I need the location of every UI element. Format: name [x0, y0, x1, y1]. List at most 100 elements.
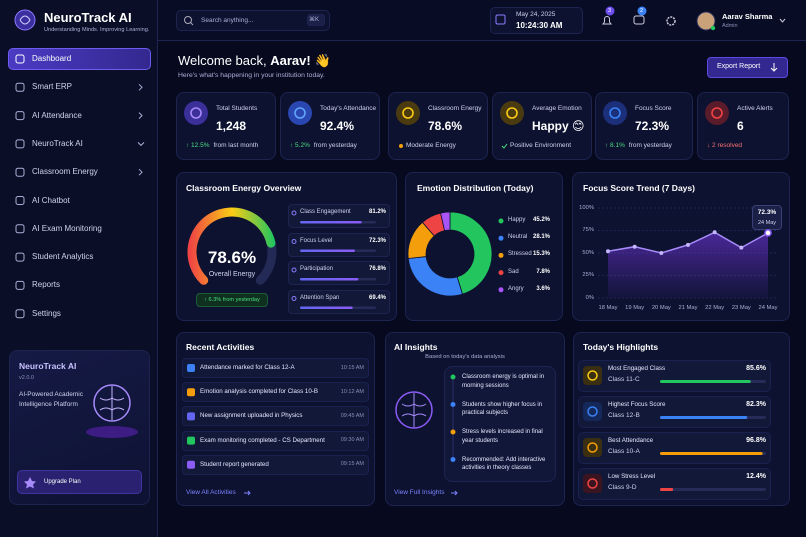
legend-dot: [498, 287, 504, 293]
y-tick-label: 0%: [585, 294, 594, 301]
trend-point: [606, 249, 610, 254]
metric-icon: [291, 267, 297, 273]
nav-item[interactable]: AI Exam Monitoring: [32, 223, 102, 233]
highlight-icon: [587, 370, 598, 381]
metric-icon: [291, 239, 297, 244]
panel-title: Emotion Distribution (Today): [417, 183, 534, 193]
export-button[interactable]: [707, 57, 788, 78]
nav-icon: [15, 54, 25, 64]
gauge-change-pill: [196, 293, 268, 307]
metric-value: 76.8%: [368, 266, 386, 272]
view-link[interactable]: View Full Insights: [394, 489, 445, 496]
panel-title: Today's Highlights: [583, 342, 659, 352]
trend-point: [686, 242, 690, 247]
note-dot: [399, 144, 403, 148]
activity-time: 09:30 AM: [340, 437, 364, 444]
upgrade-label[interactable]: Upgrade Plan: [44, 479, 81, 485]
upgrade-icon: [24, 477, 36, 489]
link-arrow[interactable]: [451, 490, 458, 496]
highlight-icon: [587, 478, 598, 489]
x-tick-label: 19 May: [625, 305, 645, 311]
nav-icon: [15, 224, 25, 234]
shortcut-label: ⌘K: [309, 16, 320, 23]
search-placeholder[interactable]: Search anything...: [201, 17, 254, 24]
promo-version: v2.0.0: [19, 375, 34, 381]
date: May 24, 2025: [516, 11, 556, 18]
messages-icon[interactable]: [633, 15, 645, 25]
donut-slice: [440, 211, 451, 232]
stat-icon: [190, 107, 202, 119]
avatar[interactable]: [696, 11, 716, 31]
highlight-bar: [660, 488, 674, 491]
gauge-label: 78.6%: [207, 248, 257, 267]
legend-dot: [498, 252, 504, 258]
stat-label: Average Emotion: [532, 105, 582, 112]
stat-label: Total Students: [216, 105, 258, 112]
settings-icon[interactable]: [666, 16, 676, 26]
metric-row: [288, 204, 390, 228]
activity-text: Emotion analysis completed for Class 10-…: [200, 388, 318, 396]
activity-text: Attendance marked for Class 12-A: [200, 364, 295, 371]
calendar-icon: [495, 14, 506, 25]
activity-icon: [187, 436, 195, 445]
metric-name: Attention Span: [300, 294, 340, 301]
welcome-emoji: 👋: [314, 53, 331, 68]
view-link[interactable]: View All Activities: [186, 489, 236, 496]
user-menu-chevron[interactable]: [779, 18, 786, 23]
x-tick-label: 22 May: [705, 305, 725, 311]
legend-value: 45.2%: [532, 217, 550, 223]
stat-note: from yesterday: [313, 142, 357, 149]
metric-bar: [300, 306, 353, 309]
insight-dot: [450, 429, 456, 435]
link-arrow[interactable]: [244, 490, 251, 496]
stat-icon-bg: [184, 101, 208, 125]
stat-icon-bg: [705, 101, 729, 125]
insight-text: Students show higher focus in practical …: [462, 401, 543, 417]
nav-item[interactable]: AI Chatbot: [32, 195, 70, 205]
highlight-value: 85.6%: [746, 365, 766, 372]
messages-count: 2: [640, 7, 644, 14]
activity-icon: [187, 460, 195, 469]
activity-text: New assignment uploaded in Physics: [200, 412, 303, 420]
nav-active[interactable]: [8, 48, 151, 70]
stat-value: 92.4%: [320, 119, 355, 133]
highlight-label: Low Stress Level: [608, 473, 656, 480]
nav-chevron: [137, 142, 145, 147]
upgrade-button[interactable]: [17, 470, 142, 494]
stat-icon: [402, 107, 414, 119]
trend-area: [608, 232, 768, 298]
highlight-class: Class 12-B: [608, 412, 640, 419]
stat-icon-bg: [288, 101, 312, 125]
nav-item[interactable]: Dashboard: [32, 54, 72, 63]
nav-icon: [15, 309, 25, 319]
stat-label: Classroom Energy: [428, 105, 482, 112]
legend-dot: [498, 218, 504, 224]
highlight-bar: [660, 452, 763, 455]
activity-text: Exam monitoring completed - CS Departmen…: [200, 436, 325, 444]
insight-text: Classroom energy is optimal in morning s…: [462, 374, 545, 389]
nav-item[interactable]: Reports: [32, 280, 61, 290]
stat-icon: [294, 107, 306, 119]
highlight-icon-bg: [583, 402, 602, 421]
promo-title: NeuroTrack AI: [19, 361, 77, 371]
panel-title: Focus Score Trend (7 Days): [583, 183, 695, 193]
nav-item[interactable]: Settings: [32, 308, 61, 318]
y-tick-label: 25%: [582, 272, 594, 278]
nav-chevron: [138, 112, 143, 119]
search-box[interactable]: [176, 10, 330, 31]
insight-dot: [450, 374, 456, 380]
nav-icon: [15, 196, 25, 205]
stat-icon: [609, 107, 621, 119]
shortcut-key: [307, 14, 325, 26]
legend-label: Sad: [508, 268, 519, 275]
nav-item[interactable]: AI Attendance: [32, 110, 82, 120]
bell-icon[interactable]: [602, 16, 612, 25]
nav-item[interactable]: Classroom Energy: [32, 167, 98, 177]
export-label[interactable]: Export Report: [717, 63, 761, 70]
stat-value: Happy 😊: [532, 119, 585, 133]
activity-row: [182, 358, 369, 378]
trend-point: [659, 251, 664, 255]
nav-item[interactable]: NeuroTrack AI: [32, 138, 83, 148]
nav-item[interactable]: Smart ERP: [32, 82, 73, 92]
nav-item[interactable]: Student Analytics: [32, 252, 94, 262]
